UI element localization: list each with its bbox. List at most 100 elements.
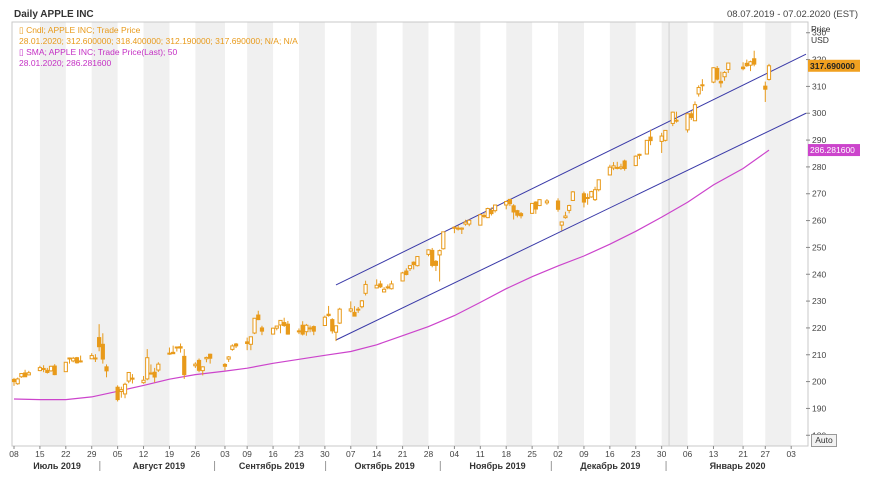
candle	[126, 371, 131, 384]
candle	[441, 231, 446, 250]
month-label: Октябрь 2019	[354, 461, 414, 471]
sma-layer	[13, 149, 770, 401]
candle	[404, 268, 409, 276]
legend-sma-line2: 28.01.2020; 286.281600	[19, 58, 112, 68]
candle-body	[122, 383, 128, 395]
candle	[278, 319, 283, 334]
candle-body	[23, 372, 28, 378]
candle	[659, 132, 664, 153]
candle-body	[300, 324, 305, 335]
x-tick-label: 27	[761, 449, 771, 459]
candle-body	[208, 353, 213, 359]
week-stripe	[661, 22, 688, 446]
candle	[740, 62, 746, 71]
y-tick-label: 190	[812, 403, 826, 413]
y-tick-label: 300	[812, 108, 826, 118]
candle-body	[489, 209, 494, 215]
candle-body	[374, 284, 379, 289]
candle	[330, 318, 335, 334]
candle	[300, 321, 305, 336]
sma-last-marker: 286.281600	[808, 144, 860, 157]
candle	[41, 365, 46, 373]
candle	[459, 227, 464, 234]
candle-body	[481, 214, 487, 217]
candle-body	[130, 377, 135, 380]
candle-body	[182, 355, 187, 376]
y-axis-title-price: Price	[811, 24, 831, 34]
week-stripes	[39, 22, 792, 446]
candle-body	[322, 316, 327, 327]
candle-body	[381, 288, 387, 293]
x-tick-label: 06	[683, 449, 693, 459]
candle	[48, 365, 54, 372]
auto-scale-button[interactable]: Auto	[811, 434, 837, 447]
candle-body	[100, 343, 105, 360]
x-tick-label: 03	[220, 449, 230, 459]
candle	[611, 162, 616, 171]
candle-body	[333, 325, 339, 333]
candle-body	[337, 308, 342, 324]
x-tick-label: 18	[501, 449, 511, 459]
candle	[19, 373, 24, 378]
candle-body	[459, 227, 464, 230]
candle-body	[607, 166, 612, 176]
candle-body	[115, 386, 120, 401]
candle-body	[763, 85, 768, 90]
candle	[119, 386, 124, 398]
candle-body	[726, 62, 731, 70]
candle-body	[441, 231, 446, 250]
x-tick-label: 07	[346, 449, 356, 459]
candle	[763, 81, 768, 102]
candle	[637, 153, 642, 160]
candle	[374, 279, 379, 289]
candle-body	[356, 308, 361, 311]
candle-body	[463, 221, 468, 225]
week-stripe	[298, 22, 325, 446]
candle	[259, 325, 265, 336]
candle	[152, 367, 157, 383]
candle	[141, 375, 146, 384]
y-tick-label: 240	[812, 269, 826, 279]
candle-body	[63, 361, 68, 373]
x-axis: 08 15 22 29 05 12 19 26 03 09 16 23 30 07 14 21 28 04 11 18…	[9, 446, 796, 471]
candle	[196, 358, 202, 373]
candle-body	[685, 113, 690, 131]
candle	[282, 317, 287, 327]
candle-body	[507, 198, 513, 205]
candle	[204, 356, 209, 363]
candle	[326, 305, 331, 317]
candle	[97, 324, 102, 352]
candle	[433, 260, 439, 272]
candle	[589, 190, 594, 198]
legend-candle-line1[interactable]: ▯ Cndl; APPLE INC; Trade Price	[19, 25, 141, 35]
candle	[689, 110, 694, 120]
candle	[322, 315, 327, 327]
candle-body	[19, 373, 24, 378]
candle-body	[670, 111, 675, 124]
candle	[766, 63, 772, 81]
candle-body	[637, 153, 642, 156]
candle-body	[581, 193, 587, 203]
candle	[304, 323, 309, 336]
y-axis-title-currency: USD	[811, 35, 829, 45]
candle	[452, 226, 457, 234]
y-tick-label: 280	[812, 162, 826, 172]
legend: ▯ Cndl; APPLE INC; Trade Price 28.01.202…	[19, 25, 298, 69]
candle	[648, 129, 653, 146]
candle-body	[352, 311, 357, 317]
legend-sma-line1[interactable]: ▯ SMA; APPLE INC; Trade Price(Last); 50	[19, 47, 178, 57]
candle-body	[518, 213, 524, 217]
candle	[52, 364, 57, 376]
candle-body	[307, 327, 313, 330]
last-price-marker: 317.690000	[808, 59, 860, 72]
candle	[748, 60, 753, 72]
candle-body	[26, 372, 31, 376]
candle	[233, 342, 239, 349]
candle-body	[41, 367, 46, 371]
candle	[663, 129, 668, 142]
candle	[381, 287, 387, 293]
candle-body	[411, 261, 416, 266]
candle	[570, 191, 575, 201]
candle	[696, 85, 701, 97]
